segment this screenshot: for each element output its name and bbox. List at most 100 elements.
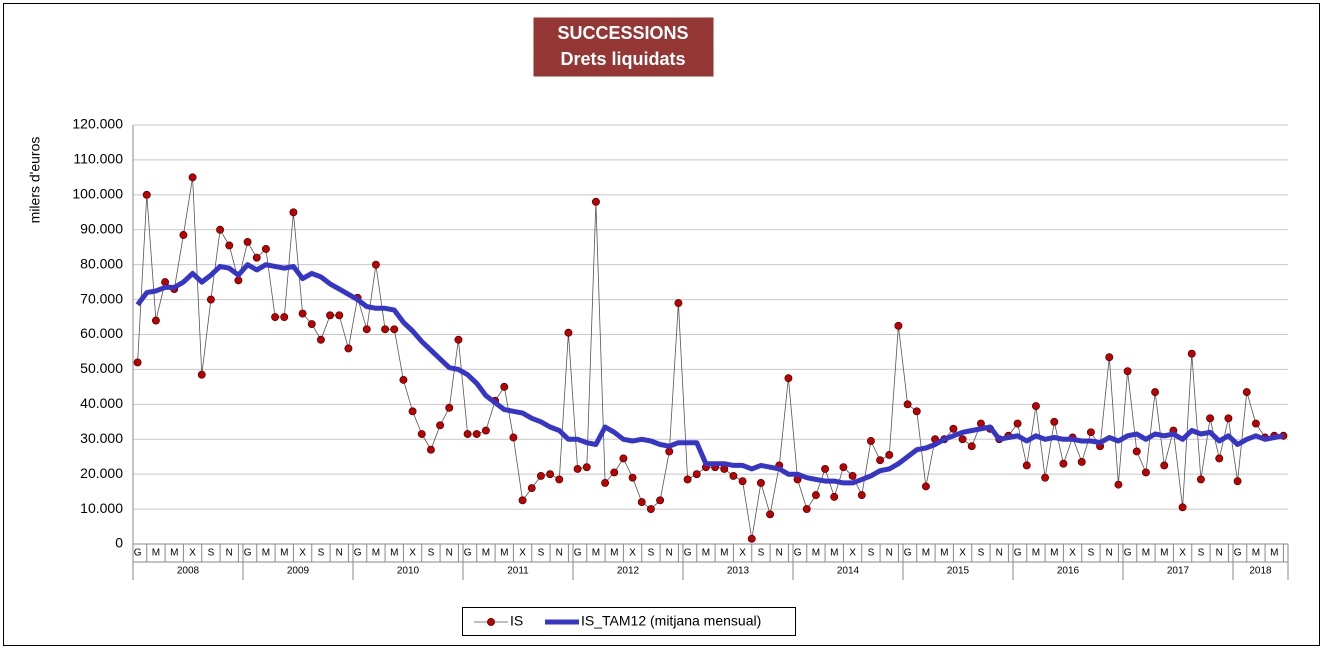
data-point [656,497,663,504]
data-point [391,326,398,333]
x-tick-label: X [849,548,856,559]
x-tick-label: X [739,548,746,559]
data-point [290,209,297,216]
data-point [198,371,205,378]
y-tick-label: 120.000 [72,116,123,132]
x-tick-label: G [1014,548,1022,559]
x-tick-label: M [280,548,288,559]
data-point [134,359,141,366]
x-tick-label: S [978,548,985,559]
y-tick-label: 60.000 [80,325,123,341]
data-point [611,469,618,476]
data-point [473,430,480,437]
data-point [895,322,902,329]
data-point [601,479,608,486]
y-axis-label: milers d'euros [27,137,43,224]
year-label: 2014 [837,566,860,577]
data-point [1197,476,1204,483]
data-point [308,320,315,327]
data-point [244,238,251,245]
data-point [876,457,883,464]
data-point [1206,415,1213,422]
data-point [436,422,443,429]
data-point [537,472,544,479]
x-tick-label: N [1216,548,1223,559]
x-tick-label: S [318,548,325,559]
x-tick-label: M [812,548,820,559]
data-point [180,231,187,238]
data-point [152,317,159,324]
data-point [556,476,563,483]
data-point [757,479,764,486]
data-point [1179,504,1186,511]
year-label: 2013 [727,566,750,577]
data-point [592,198,599,205]
data-point [739,478,746,485]
x-tick-label: M [1050,548,1058,559]
data-point [565,329,572,336]
year-label: 2011 [507,566,529,577]
x-tick-label: G [134,548,142,559]
y-tick-label: 90.000 [80,220,123,236]
x-tick-label: N [336,548,343,559]
data-point [913,408,920,415]
data-point [666,448,673,455]
data-point [299,310,306,317]
data-point [638,499,645,506]
data-point [1142,469,1149,476]
data-point [1087,429,1094,436]
data-point [271,313,278,320]
data-point [785,375,792,382]
data-point [629,474,636,481]
data-point [446,404,453,411]
data-point [189,174,196,181]
x-tick-label: G [354,548,362,559]
x-tick-label: G [1124,548,1132,559]
data-point [1023,462,1030,469]
data-point [821,465,828,472]
data-point [684,476,691,483]
data-point [959,436,966,443]
data-point [381,326,388,333]
x-tick-label: S [1198,548,1205,559]
x-tick-label: N [666,548,673,559]
data-point [317,336,324,343]
x-tick-label: G [574,548,582,559]
x-tick-label: X [519,548,526,559]
data-point [583,464,590,471]
data-point [216,226,223,233]
x-tick-label: X [409,548,416,559]
x-tick-label: M [610,548,618,559]
x-tick-label: M [592,548,600,559]
data-point [1243,389,1250,396]
x-tick-label: M [702,548,710,559]
x-tick-label: M [390,548,398,559]
x-tick-label: M [830,548,838,559]
data-point [647,505,654,512]
x-tick-label: M [922,548,930,559]
x-tick-label: N [996,548,1003,559]
y-tick-label: 20.000 [80,465,123,481]
x-tick-label: M [170,548,178,559]
year-label: 2008 [177,566,200,577]
year-label: 2012 [617,566,640,577]
data-point [1078,458,1085,465]
x-tick-label: G [794,548,802,559]
data-point [1032,402,1039,409]
data-point [1115,481,1122,488]
x-tick-label: G [464,548,472,559]
data-point [455,336,462,343]
data-point [262,245,269,252]
data-point [1216,455,1223,462]
data-point [253,254,260,261]
data-point [950,425,957,432]
data-point [867,437,874,444]
data-point [730,472,737,479]
x-tick-label: M [1252,548,1260,559]
data-point [858,492,865,499]
data-point [326,312,333,319]
x-tick-label: X [189,548,196,559]
data-point [1161,462,1168,469]
data-point [363,326,370,333]
